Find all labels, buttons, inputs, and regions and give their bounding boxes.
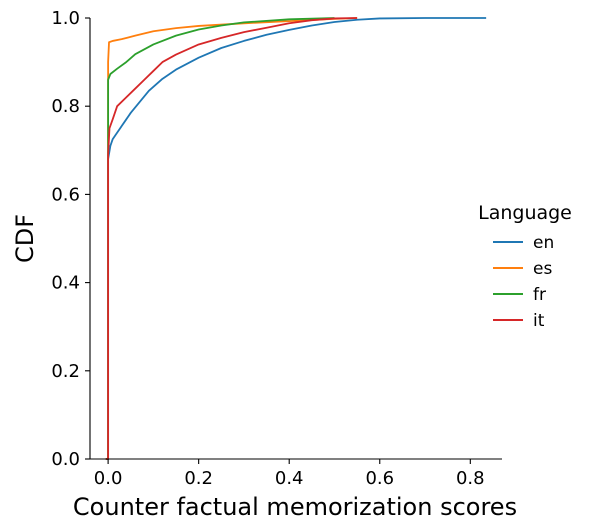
y-tick-label: 1.0	[51, 8, 80, 29]
legend: Language en es fr it	[478, 202, 572, 331]
legend-items: en es fr it	[493, 233, 554, 331]
y-tick-label: 0.4	[51, 273, 80, 294]
series-line-es	[105, 17, 358, 460]
y-axis-title: CDF	[11, 214, 39, 263]
series-line-it	[105, 17, 358, 460]
legend-label-en: en	[533, 233, 554, 253]
legend-label-fr: fr	[533, 285, 546, 305]
legend-title: Language	[478, 202, 572, 224]
x-tick-label: 0.4	[275, 468, 304, 489]
y-tick-label: 0.0	[51, 449, 80, 470]
y-tick-label: 0.6	[51, 184, 80, 205]
y-axis-ticks: 0.0 0.2 0.4 0.6 0.8 1.0	[51, 8, 90, 470]
x-tick-label: 0.6	[365, 468, 394, 489]
x-tick-label: 0.2	[184, 468, 213, 489]
legend-label-es: es	[533, 259, 552, 279]
series-line-fr	[105, 17, 335, 460]
legend-label-it: it	[533, 311, 545, 331]
x-axis-ticks: 0.0 0.2 0.4 0.6 0.8	[94, 459, 485, 489]
x-axis-title: Counter factual memorization scores	[73, 493, 517, 521]
x-tick-label: 0.0	[94, 468, 123, 489]
series-line-en	[105, 17, 487, 460]
y-tick-label: 0.8	[51, 96, 80, 117]
plot-lines	[105, 17, 487, 460]
x-tick-label: 0.8	[456, 468, 485, 489]
y-tick-label: 0.2	[51, 361, 80, 382]
